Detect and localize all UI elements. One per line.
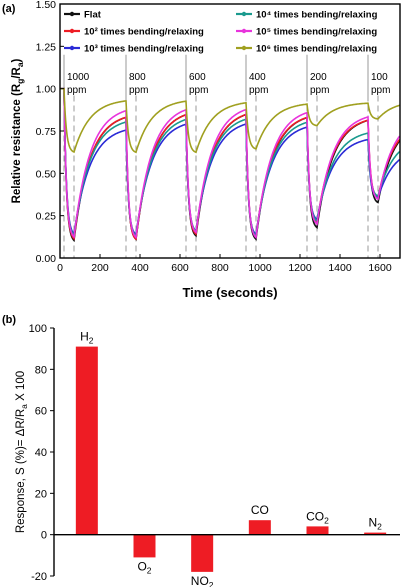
y-tick-label-b: -20	[31, 571, 47, 583]
ppm-unit: ppm	[189, 85, 208, 96]
y-tick-label-a: 0.50	[36, 168, 57, 180]
ppm-value: 100	[371, 72, 388, 83]
y-tick-label-b: 80	[35, 364, 47, 376]
y-tick-label-a: 0.75	[36, 126, 57, 138]
category-labels: H2 O2 NO2 CO CO2 N2	[80, 330, 382, 587]
series-line	[60, 87, 401, 240]
x-tick-label-a: 600	[171, 262, 189, 274]
ppm-unit: ppm	[310, 85, 329, 96]
legend-marker	[69, 11, 75, 17]
legend-label: 10⁴ times bending/relaxing	[256, 10, 378, 21]
x-tick-label-a: 1000	[248, 262, 272, 274]
bar	[248, 520, 271, 535]
category-label: CO	[251, 503, 269, 517]
y-tick-label-b: 40	[35, 447, 47, 459]
series-line	[60, 87, 401, 238]
series-line	[60, 87, 400, 154]
bar	[306, 526, 329, 535]
legend-marker	[241, 11, 247, 17]
y-tick-label-a: 1.25	[36, 41, 57, 53]
category-label: H2	[80, 330, 94, 346]
ppm-value: 1000	[67, 72, 90, 83]
y-tick-label-a: 0.00	[36, 253, 57, 265]
x-tick-label-a: 1200	[288, 262, 312, 274]
ppm-labels: 1000 ppm 800 ppm 600 ppm 400 ppm 200 ppm 100 ppm	[67, 72, 390, 96]
category-label: CO2	[306, 509, 329, 525]
series-line	[60, 87, 401, 241]
bar	[364, 532, 387, 535]
panel-a-label: (a)	[2, 3, 16, 15]
legend-label: 10⁶ times bending/relaxing	[256, 44, 377, 55]
category-label: N2	[368, 516, 382, 532]
legend-label: 10⁵ times bending/relaxing	[256, 27, 377, 38]
ppm-value: 200	[310, 72, 327, 83]
x-axis-title-a: Time (seconds)	[182, 285, 277, 300]
ppm-unit: ppm	[129, 85, 148, 96]
bar	[191, 534, 214, 572]
legend-a: Flat 10⁴ times bending/relaxing 10² times …	[64, 10, 378, 55]
y-axis-title-b: Response, S (%)= ΔR/Ra X 100	[15, 371, 29, 533]
legend-label: 10³ times bending/relaxing	[84, 44, 204, 55]
bars	[75, 346, 387, 572]
series-lines	[60, 87, 401, 243]
category-label: O2	[137, 559, 151, 575]
axes-b: -20 0 20 40 60 80 100	[29, 323, 400, 583]
x-tick-label-a: 400	[131, 262, 149, 274]
y-tick-label-b: 20	[35, 488, 47, 500]
x-tick-label-a: 200	[91, 262, 109, 274]
legend-label: Flat	[84, 10, 102, 21]
ppm-unit: ppm	[249, 85, 268, 96]
y-tick-label-a: 1.50	[36, 0, 57, 11]
panel-b-label: (b)	[2, 314, 16, 326]
ppm-value: 800	[129, 72, 146, 83]
x-tick-label-a: 800	[211, 262, 229, 274]
chart-a-time-response: (a) 0 200 400 600 800 1000 1200 1400 1600 0.00 0.2…	[2, 0, 401, 300]
x-tick-label-a: 1600	[368, 262, 392, 274]
ppm-value: 400	[249, 72, 266, 83]
bar	[133, 534, 156, 558]
y-tick-label-b: 0	[41, 530, 47, 542]
ppm-value: 600	[189, 72, 206, 83]
y-tick-label-b: 60	[35, 406, 47, 418]
series-line	[60, 87, 401, 236]
category-label: NO2	[191, 574, 214, 587]
legend-marker	[241, 28, 247, 34]
y-axis-title-a: Relative resistance (Rg/Ra)	[11, 58, 25, 203]
legend-label: 10² times bending/relaxing	[84, 27, 204, 38]
legend-marker	[69, 45, 75, 51]
axes-a: 0 200 400 600 800 1000 1200 1400 1600 0.00 0.25 0.5…	[36, 0, 392, 274]
y-tick-label-b: 100	[29, 323, 47, 335]
bar	[75, 346, 98, 535]
x-tick-label-a: 1400	[328, 262, 352, 274]
legend-marker	[241, 45, 247, 51]
y-tick-label-a: 0.25	[36, 211, 57, 223]
legend-marker	[69, 28, 75, 34]
ppm-unit: ppm	[371, 85, 390, 96]
ppm-unit: ppm	[67, 85, 86, 96]
y-tick-label-a: 1.00	[36, 84, 57, 96]
x-tick-label-a: 0	[57, 262, 63, 274]
